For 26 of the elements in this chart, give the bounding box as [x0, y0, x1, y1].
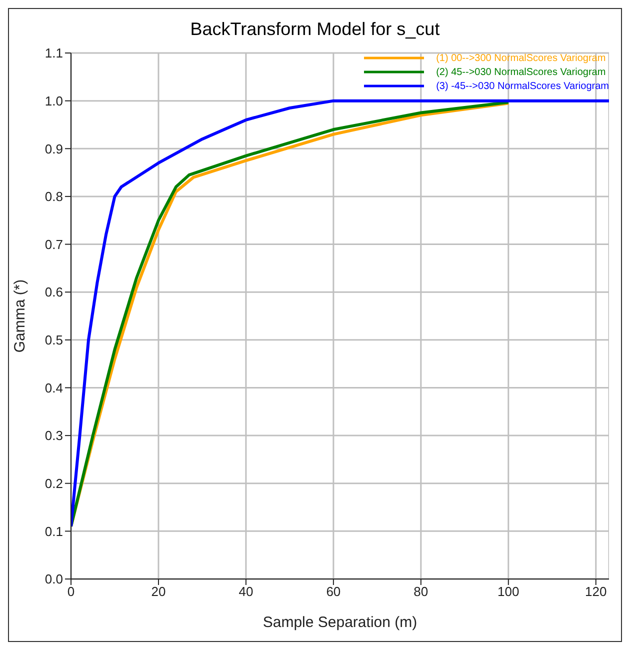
y-tick-label: 0.8 — [44, 189, 63, 204]
x-tick-label: 80 — [414, 584, 428, 600]
series-label: (3) -45-->030 NormalScores Variogram — [436, 80, 609, 92]
x-tick-label: 20 — [151, 584, 166, 600]
x-axis-title: Sample Separation (m) — [262, 614, 418, 631]
y-tick-label: 0.5 — [44, 332, 63, 348]
y-tick-label: 0.2 — [44, 476, 63, 491]
line-series — [71, 99, 609, 528]
x-tick-label: 100 — [498, 584, 520, 600]
x-tick-label: 120 — [585, 584, 607, 600]
x-tick-label: 40 — [238, 584, 254, 600]
y-tick-label: 0.9 — [44, 141, 63, 156]
x-tick-label: 0 — [67, 584, 75, 600]
text: (1) 00-->300 NormalScores Variogram — [436, 52, 606, 64]
chart-title: BackTransform Model for s_cut — [189, 19, 441, 41]
x-tick-label: 60 — [326, 584, 341, 600]
y-tick-label: 0.4 — [44, 380, 63, 396]
y-tick-label: 0.1 — [44, 524, 63, 539]
text: (2) 45-->030 NormalScores Variogram — [436, 66, 606, 78]
y-tick-label: 1.0 — [44, 93, 63, 108]
y-tick-label: 1.1 — [44, 46, 63, 61]
y-tick-label: 0.3 — [44, 428, 63, 444]
y-tick-label: 0.7 — [44, 236, 63, 252]
y-axis-title: Gamma (*) — [11, 279, 28, 353]
y-tick-label: 0.6 — [44, 284, 63, 300]
y-tick-label: 0.0 — [44, 572, 63, 587]
